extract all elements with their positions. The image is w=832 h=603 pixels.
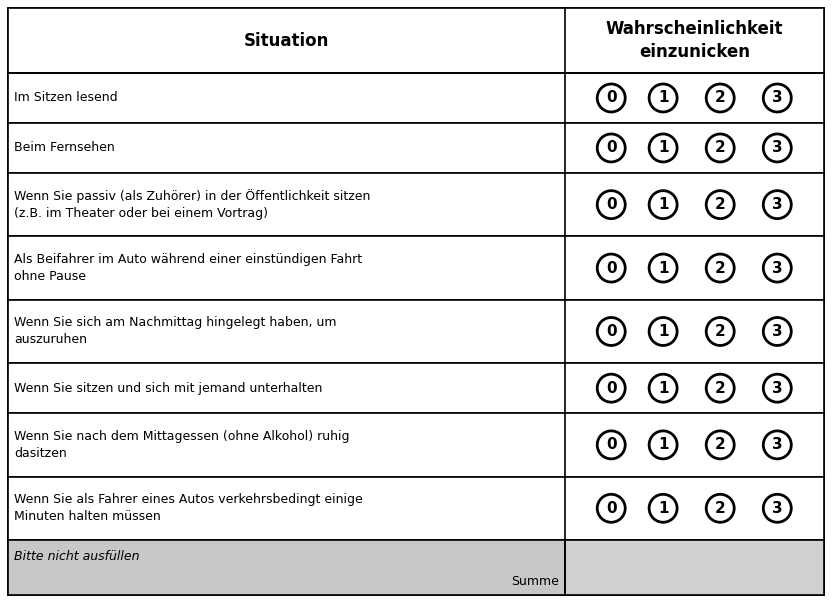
- Text: 2: 2: [715, 380, 726, 396]
- Bar: [8, 540, 824, 595]
- Bar: [8, 173, 824, 236]
- Text: 0: 0: [606, 380, 617, 396]
- Text: Wenn Sie passiv (als Zuhörer) in der Öffentlichkeit sitzen
(z.B. im Theater oder: Wenn Sie passiv (als Zuhörer) in der Öff…: [14, 189, 370, 220]
- Text: Wenn Sie nach dem Mittagessen (ohne Alkohol) ruhig
dasitzen: Wenn Sie nach dem Mittagessen (ohne Alko…: [14, 430, 349, 460]
- Bar: [8, 123, 824, 173]
- Text: 1: 1: [658, 437, 668, 452]
- Text: 0: 0: [606, 437, 617, 452]
- Text: 2: 2: [715, 197, 726, 212]
- Bar: [8, 300, 824, 363]
- Bar: [8, 73, 824, 123]
- Text: 3: 3: [772, 380, 783, 396]
- Text: Als Beifahrer im Auto während einer einstündigen Fahrt
ohne Pause: Als Beifahrer im Auto während einer eins…: [14, 253, 362, 283]
- Text: 2: 2: [715, 500, 726, 516]
- Text: 2: 2: [715, 324, 726, 339]
- Bar: [8, 363, 824, 413]
- Text: 2: 2: [715, 437, 726, 452]
- Text: 2: 2: [715, 140, 726, 156]
- Text: 0: 0: [606, 197, 617, 212]
- Text: Beim Fernsehen: Beim Fernsehen: [14, 142, 115, 154]
- Text: Situation: Situation: [244, 31, 329, 49]
- Bar: [8, 236, 824, 300]
- Text: 2: 2: [715, 90, 726, 106]
- Text: Bitte nicht ausfüllen: Bitte nicht ausfüllen: [14, 550, 140, 563]
- Text: Wenn Sie als Fahrer eines Autos verkehrsbedingt einige
Minuten halten müssen: Wenn Sie als Fahrer eines Autos verkehrs…: [14, 493, 363, 523]
- Text: Summe: Summe: [511, 575, 558, 588]
- Bar: [8, 8, 824, 73]
- Bar: [565, 540, 824, 595]
- Text: 1: 1: [658, 324, 668, 339]
- Text: 0: 0: [606, 324, 617, 339]
- Text: 2: 2: [715, 260, 726, 276]
- Text: 3: 3: [772, 260, 783, 276]
- Text: 1: 1: [658, 90, 668, 106]
- Text: 0: 0: [606, 260, 617, 276]
- Bar: [8, 413, 824, 476]
- Text: 3: 3: [772, 90, 783, 106]
- Text: 0: 0: [606, 90, 617, 106]
- Text: 0: 0: [606, 140, 617, 156]
- Text: Wenn Sie sitzen und sich mit jemand unterhalten: Wenn Sie sitzen und sich mit jemand unte…: [14, 382, 322, 395]
- Text: Wahrscheinlichkeit
einzunicken: Wahrscheinlichkeit einzunicken: [606, 21, 783, 60]
- Text: 3: 3: [772, 324, 783, 339]
- Text: Wenn Sie sich am Nachmittag hingelegt haben, um
auszuruhen: Wenn Sie sich am Nachmittag hingelegt ha…: [14, 317, 336, 347]
- Text: 1: 1: [658, 140, 668, 156]
- Text: 3: 3: [772, 500, 783, 516]
- Text: 1: 1: [658, 380, 668, 396]
- Text: 3: 3: [772, 437, 783, 452]
- Text: Im Sitzen lesend: Im Sitzen lesend: [14, 92, 117, 104]
- Text: 1: 1: [658, 260, 668, 276]
- Text: 3: 3: [772, 140, 783, 156]
- Text: 3: 3: [772, 197, 783, 212]
- Text: 1: 1: [658, 197, 668, 212]
- Text: 1: 1: [658, 500, 668, 516]
- Text: 0: 0: [606, 500, 617, 516]
- Bar: [8, 476, 824, 540]
